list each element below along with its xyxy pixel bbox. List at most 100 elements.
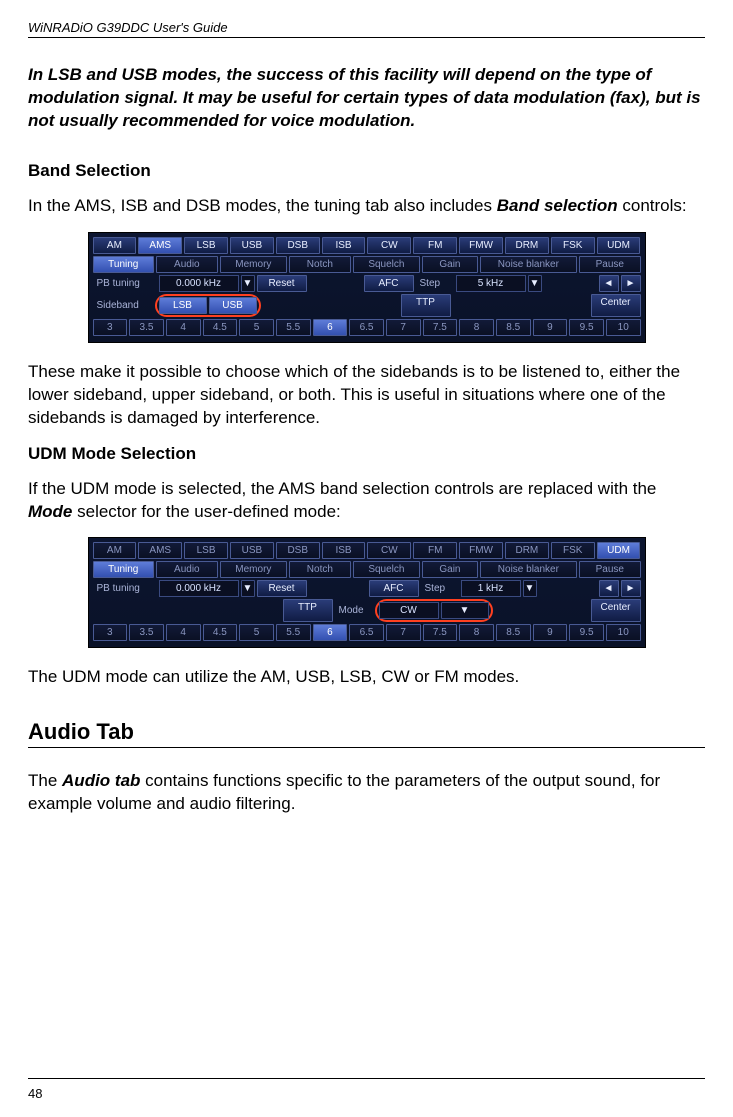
scale-tick[interactable]: 5 (239, 319, 274, 336)
tab-squelch[interactable]: Squelch (353, 561, 421, 578)
tab-memory[interactable]: Memory (220, 256, 288, 273)
center-button[interactable]: Center (591, 294, 641, 317)
afc-button[interactable]: AFC (364, 275, 414, 292)
step-left-button[interactable]: ◄ (599, 275, 619, 292)
scale-tick[interactable]: 7 (386, 319, 421, 336)
step-label: Step (421, 580, 459, 597)
scale-tick[interactable]: 6.5 (349, 624, 384, 641)
tab-notch[interactable]: Notch (289, 561, 351, 578)
mode-fm[interactable]: FM (413, 237, 457, 254)
ttp-button[interactable]: TTP (401, 294, 451, 317)
mode-drm[interactable]: DRM (505, 542, 549, 559)
udm-mode-para1: If the UDM mode is selected, the AMS ban… (28, 478, 705, 524)
afc-button[interactable]: AFC (369, 580, 419, 597)
mode-am[interactable]: AM (93, 237, 137, 254)
tab-memory[interactable]: Memory (220, 561, 288, 578)
pb-tuning-dropdown[interactable]: ▼ (241, 580, 255, 597)
scale-tick-selected[interactable]: 6 (313, 624, 348, 641)
scale-tick[interactable]: 3.5 (129, 319, 164, 336)
scale-tick[interactable]: 4.5 (203, 319, 238, 336)
step-right-button[interactable]: ► (621, 580, 641, 597)
tab-notch[interactable]: Notch (289, 256, 351, 273)
mode-cw[interactable]: CW (367, 237, 411, 254)
text: If the UDM mode is selected, the AMS ban… (28, 479, 656, 498)
step-dropdown[interactable]: ▼ (528, 275, 542, 292)
scale-tick[interactable]: 8.5 (496, 319, 531, 336)
scale-tick[interactable]: 10 (606, 624, 641, 641)
mode-fsk[interactable]: FSK (551, 237, 595, 254)
mode-lsb[interactable]: LSB (184, 542, 228, 559)
mode-usb[interactable]: USB (230, 237, 274, 254)
mode-ams[interactable]: AMS (138, 542, 182, 559)
scale-tick[interactable]: 7.5 (423, 624, 458, 641)
reset-button[interactable]: Reset (257, 275, 307, 292)
scale-tick[interactable]: 5.5 (276, 319, 311, 336)
scale-tick[interactable]: 3.5 (129, 624, 164, 641)
tab-noise-blanker[interactable]: Noise blanker (480, 256, 577, 273)
step-value[interactable]: 5 kHz (456, 275, 526, 292)
step-right-button[interactable]: ► (621, 275, 641, 292)
scale-tick[interactable]: 5 (239, 624, 274, 641)
tab-audio[interactable]: Audio (156, 561, 218, 578)
ttp-button[interactable]: TTP (283, 599, 333, 622)
step-value[interactable]: 1 kHz (461, 580, 521, 597)
mode-value[interactable]: CW (379, 602, 439, 619)
mode-udm[interactable]: UDM (597, 542, 641, 559)
tab-gain[interactable]: Gain (422, 561, 478, 578)
scale-tick[interactable]: 3 (93, 624, 128, 641)
tuning-panel-ams: AM AMS LSB USB DSB ISB CW FM FMW DRM FSK… (88, 232, 646, 343)
scale-tick[interactable]: 5.5 (276, 624, 311, 641)
tab-pause[interactable]: Pause (579, 256, 641, 273)
mode-fmw[interactable]: FMW (459, 542, 503, 559)
tab-audio[interactable]: Audio (156, 256, 218, 273)
scale-tick[interactable]: 3 (93, 319, 128, 336)
tab-noise-blanker[interactable]: Noise blanker (480, 561, 577, 578)
mode-drm[interactable]: DRM (505, 237, 549, 254)
scale-tick[interactable]: 9 (533, 319, 568, 336)
pb-tuning-value[interactable]: 0.000 kHz (159, 275, 239, 292)
scale-tick[interactable]: 8.5 (496, 624, 531, 641)
scale-tick-selected[interactable]: 6 (313, 319, 348, 336)
pb-tuning-label: PB tuning (93, 275, 157, 292)
mode-isb[interactable]: ISB (322, 237, 366, 254)
mode-am[interactable]: AM (93, 542, 137, 559)
tab-tuning[interactable]: Tuning (93, 561, 155, 578)
center-button[interactable]: Center (591, 599, 641, 622)
mode-lsb[interactable]: LSB (184, 237, 228, 254)
sideband-lsb-button[interactable]: LSB (159, 297, 207, 314)
mode-ams[interactable]: AMS (138, 237, 182, 254)
pb-tuning-value[interactable]: 0.000 kHz (159, 580, 239, 597)
scale-tick[interactable]: 4.5 (203, 624, 238, 641)
scale-tick[interactable]: 4 (166, 624, 201, 641)
mode-udm[interactable]: UDM (597, 237, 641, 254)
scale-tick[interactable]: 6.5 (349, 319, 384, 336)
scale-tick[interactable]: 8 (459, 319, 494, 336)
scale-tick[interactable]: 9 (533, 624, 568, 641)
text: controls: (618, 196, 687, 215)
pb-tuning-dropdown[interactable]: ▼ (241, 275, 255, 292)
mode-fmw[interactable]: FMW (459, 237, 503, 254)
scale-tick[interactable]: 9.5 (569, 319, 604, 336)
tab-gain[interactable]: Gain (422, 256, 478, 273)
scale-tick[interactable]: 7.5 (423, 319, 458, 336)
scale-tick[interactable]: 4 (166, 319, 201, 336)
mode-isb[interactable]: ISB (322, 542, 366, 559)
scale-tick[interactable]: 9.5 (569, 624, 604, 641)
scale-tick[interactable]: 7 (386, 624, 421, 641)
step-left-button[interactable]: ◄ (599, 580, 619, 597)
tab-tuning[interactable]: Tuning (93, 256, 155, 273)
mode-cw[interactable]: CW (367, 542, 411, 559)
mode-dsb[interactable]: DSB (276, 542, 320, 559)
mode-fsk[interactable]: FSK (551, 542, 595, 559)
sideband-usb-button[interactable]: USB (209, 297, 257, 314)
mode-fm[interactable]: FM (413, 542, 457, 559)
mode-dropdown[interactable]: ▼ (441, 602, 489, 619)
mode-dsb[interactable]: DSB (276, 237, 320, 254)
scale-tick[interactable]: 10 (606, 319, 641, 336)
tab-squelch[interactable]: Squelch (353, 256, 421, 273)
step-dropdown[interactable]: ▼ (523, 580, 537, 597)
reset-button[interactable]: Reset (257, 580, 307, 597)
mode-usb[interactable]: USB (230, 542, 274, 559)
scale-tick[interactable]: 8 (459, 624, 494, 641)
tab-pause[interactable]: Pause (579, 561, 641, 578)
